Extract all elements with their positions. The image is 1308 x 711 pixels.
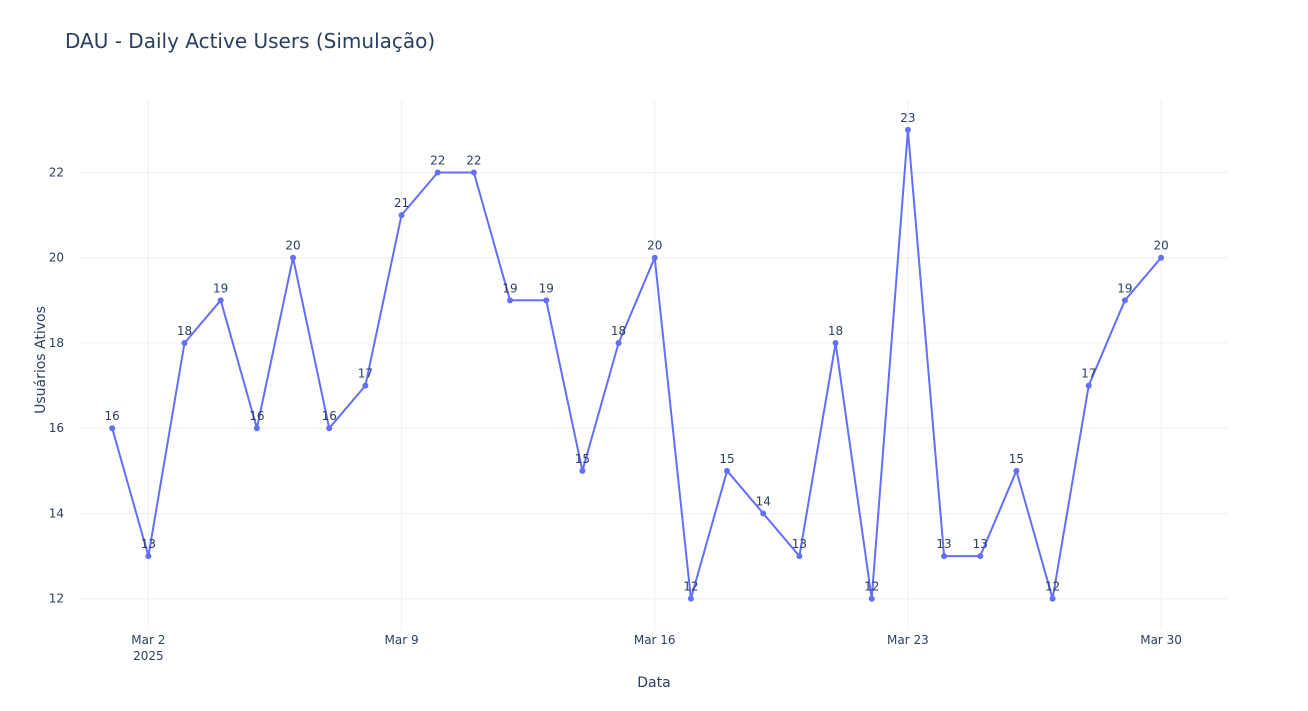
data-label: 20 bbox=[285, 239, 300, 253]
data-point bbox=[832, 339, 839, 346]
data-point bbox=[434, 169, 441, 176]
data-point bbox=[145, 553, 152, 560]
data-label: 18 bbox=[177, 324, 192, 338]
data-label: 13 bbox=[141, 537, 156, 551]
data-point bbox=[326, 425, 333, 432]
data-point bbox=[724, 467, 731, 474]
x-tick-label: Mar 2 bbox=[131, 633, 165, 647]
x-tick-sublabel: 2025 bbox=[133, 649, 164, 663]
data-label: 21 bbox=[394, 196, 409, 210]
data-point bbox=[109, 425, 116, 432]
y-tick-label: 16 bbox=[49, 421, 64, 435]
data-point bbox=[470, 169, 477, 176]
x-tick-label: Mar 9 bbox=[384, 633, 418, 647]
x-tick-label: Mar 30 bbox=[1140, 633, 1182, 647]
y-tick-label: 22 bbox=[49, 165, 64, 179]
data-point bbox=[217, 297, 224, 304]
x-axis-title: Data bbox=[637, 675, 670, 691]
data-point bbox=[181, 339, 188, 346]
x-tick-label: Mar 23 bbox=[887, 633, 929, 647]
data-label: 19 bbox=[1117, 281, 1132, 295]
data-label: 15 bbox=[575, 452, 590, 466]
data-point bbox=[904, 126, 911, 133]
y-tick-label: 12 bbox=[49, 592, 64, 606]
x-tick-label: Mar 16 bbox=[634, 633, 676, 647]
data-label: 17 bbox=[358, 367, 373, 381]
data-point bbox=[362, 382, 369, 389]
data-label: 22 bbox=[466, 153, 481, 167]
data-label: 16 bbox=[105, 409, 120, 423]
data-point bbox=[543, 297, 550, 304]
data-point bbox=[615, 339, 622, 346]
data-point bbox=[1085, 382, 1092, 389]
data-label: 22 bbox=[430, 153, 445, 167]
data-label: 18 bbox=[828, 324, 843, 338]
data-point bbox=[796, 553, 803, 560]
data-label: 13 bbox=[973, 537, 988, 551]
data-point bbox=[977, 553, 984, 560]
data-label: 15 bbox=[719, 452, 734, 466]
data-label: 16 bbox=[249, 409, 264, 423]
data-point bbox=[507, 297, 514, 304]
y-tick-label: 14 bbox=[49, 506, 64, 520]
data-point bbox=[1013, 467, 1020, 474]
data-label: 18 bbox=[611, 324, 626, 338]
data-label: 13 bbox=[792, 537, 807, 551]
series-line bbox=[111, 128, 1162, 600]
data-point bbox=[579, 467, 586, 474]
data-label: 19 bbox=[213, 281, 228, 295]
data-point bbox=[1121, 297, 1128, 304]
data-label: 20 bbox=[1153, 239, 1168, 253]
data-point bbox=[868, 595, 875, 602]
data-point bbox=[941, 553, 948, 560]
data-point bbox=[253, 425, 260, 432]
data-label: 19 bbox=[539, 281, 554, 295]
data-label: 19 bbox=[502, 281, 517, 295]
y-axis-title: Usuários Ativos bbox=[33, 306, 49, 414]
y-tick-label: 20 bbox=[49, 251, 64, 265]
data-label: 23 bbox=[900, 111, 915, 125]
data-point bbox=[398, 212, 405, 219]
data-point bbox=[290, 254, 297, 261]
data-label: 12 bbox=[683, 580, 698, 594]
data-point bbox=[760, 510, 767, 517]
y-tick-label: 18 bbox=[49, 336, 64, 350]
data-point bbox=[1049, 595, 1056, 602]
data-label: 12 bbox=[864, 580, 879, 594]
data-point bbox=[687, 595, 694, 602]
data-label: 15 bbox=[1009, 452, 1024, 466]
data-label: 12 bbox=[1045, 580, 1060, 594]
data-point bbox=[651, 254, 658, 261]
data-label: 20 bbox=[647, 239, 662, 253]
data-label: 17 bbox=[1081, 367, 1096, 381]
data-label: 13 bbox=[936, 537, 951, 551]
data-label: 14 bbox=[756, 494, 771, 508]
chart-title: DAU - Daily Active Users (Simulação) bbox=[65, 29, 436, 53]
data-label: 16 bbox=[322, 409, 337, 423]
data-point bbox=[1158, 254, 1165, 261]
